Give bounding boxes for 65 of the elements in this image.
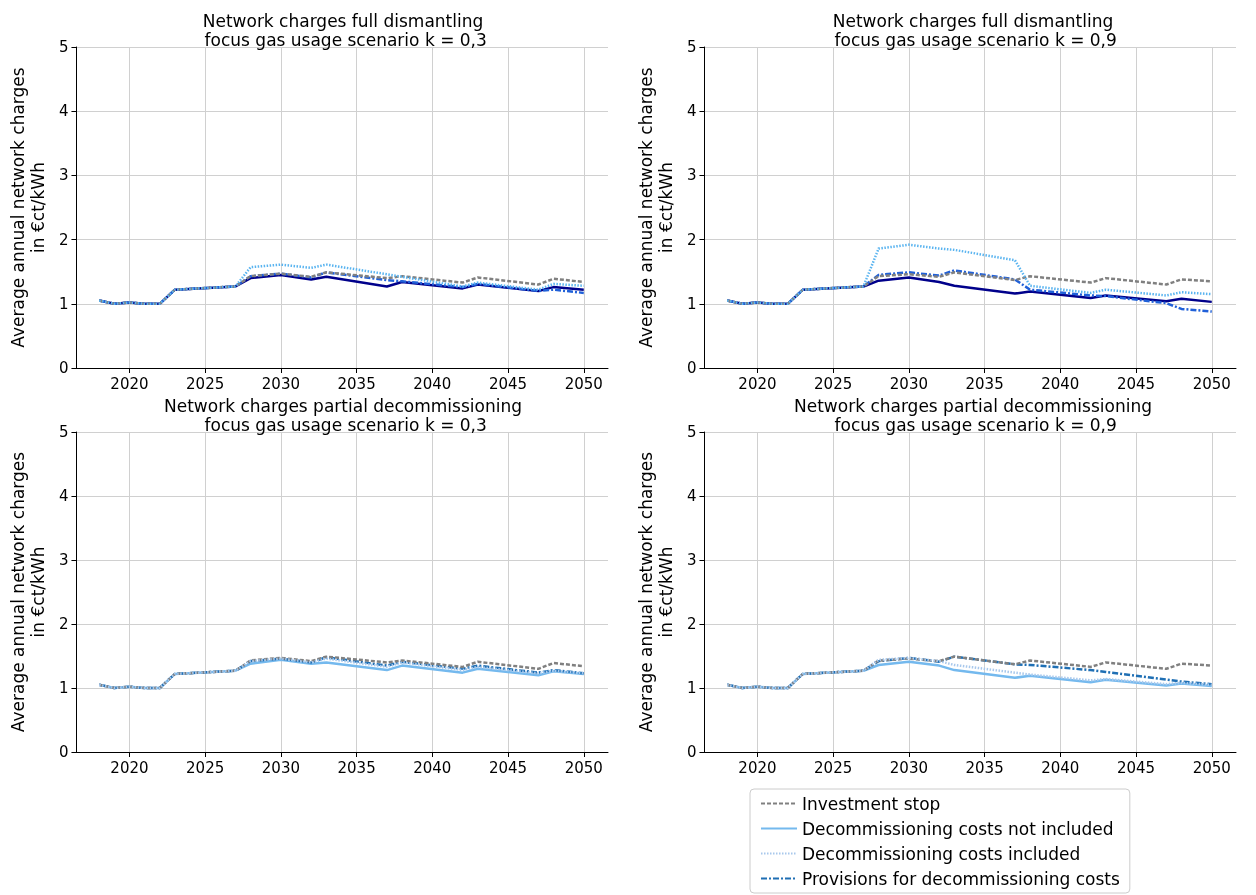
x-tick-label: 2045 bbox=[1116, 758, 1156, 777]
y-tick-label: 3 bbox=[58, 551, 69, 569]
x-tick-label: 2030 bbox=[889, 374, 928, 393]
chart-title: Network charges partial decommissioning focus gas usage scenario k = 0,3 bbox=[164, 395, 522, 435]
chart-title: Network charges full dismantling focus gas usage scenario k = 0,9 bbox=[829, 10, 1117, 50]
chart-title: Network charges partial decommissioning focus gas usage scenario k = 0,9 bbox=[794, 395, 1152, 435]
x-tick-label: 2050 bbox=[1192, 374, 1231, 393]
y-tick-label: 4 bbox=[686, 487, 697, 505]
x-tick-label: 2050 bbox=[564, 374, 603, 393]
y-tick-label: 2 bbox=[58, 230, 69, 249]
x-tick-label: 2030 bbox=[261, 758, 300, 777]
x-tick-label: 2035 bbox=[337, 758, 376, 777]
x-tick-label: 2035 bbox=[965, 758, 1004, 777]
legend-label: Provisions for decommissioning costs bbox=[802, 868, 1120, 889]
x-tick-label: 2025 bbox=[186, 374, 225, 393]
chart-title: Network charges full dismantling focus gas usage scenario k = 0,3 bbox=[199, 10, 487, 50]
y-tick-label: 5 bbox=[58, 38, 69, 56]
x-tick-label: 2035 bbox=[965, 374, 1004, 393]
legend-label: Decommissioning costs not included bbox=[802, 818, 1114, 839]
y-tick-label: 5 bbox=[686, 38, 697, 56]
y-axis-title: Average annual network charges in €ct/kWh bbox=[636, 451, 676, 733]
x-tick-label: 2045 bbox=[488, 374, 528, 393]
y-tick-label: 1 bbox=[58, 679, 69, 697]
y-tick-label: 2 bbox=[686, 615, 697, 633]
y-tick-label: 0 bbox=[686, 359, 697, 377]
x-tick-label: 2040 bbox=[413, 374, 452, 393]
y-tick-label: 0 bbox=[58, 359, 69, 377]
x-tick-label: 2050 bbox=[564, 758, 603, 777]
y-tick-label: 4 bbox=[58, 102, 69, 121]
y-tick-label: 1 bbox=[686, 679, 697, 697]
y-axis-title: Average annual network charges in €ct/kWh bbox=[636, 67, 676, 348]
legend-label: Decommissioning costs included bbox=[802, 843, 1081, 864]
y-tick-label: 2 bbox=[58, 615, 69, 633]
x-tick-label: 2050 bbox=[1192, 758, 1231, 777]
y-tick-label: 5 bbox=[58, 423, 69, 441]
y-tick-label: 4 bbox=[58, 487, 69, 505]
y-tick-label: 3 bbox=[686, 166, 697, 185]
x-tick-label: 2040 bbox=[1041, 374, 1080, 393]
x-tick-label: 2020 bbox=[110, 758, 149, 777]
y-tick-label: 4 bbox=[686, 102, 697, 121]
x-tick-label: 2040 bbox=[1041, 758, 1080, 777]
y-axis-title: Average annual network charges in €ct/kWh bbox=[8, 67, 48, 348]
x-tick-label: 2020 bbox=[738, 758, 777, 777]
line-series bbox=[97, 263, 586, 306]
x-tick-label: 2030 bbox=[261, 374, 300, 393]
y-tick-label: 5 bbox=[686, 423, 697, 441]
y-tick-label: 2 bbox=[686, 230, 697, 249]
x-tick-label: 2040 bbox=[413, 758, 452, 777]
x-tick-label: 2020 bbox=[738, 374, 777, 393]
legend-label: Investment stop bbox=[802, 793, 941, 814]
y-tick-label: 3 bbox=[58, 166, 69, 185]
y-tick-label: 1 bbox=[58, 294, 69, 313]
x-tick-label: 2025 bbox=[186, 758, 225, 777]
x-tick-label: 2025 bbox=[814, 374, 853, 393]
x-tick-label: 2045 bbox=[1116, 374, 1156, 393]
x-tick-label: 2035 bbox=[337, 374, 376, 393]
y-tick-label: 0 bbox=[686, 743, 697, 761]
x-tick-label: 2020 bbox=[110, 374, 149, 393]
x-tick-label: 2045 bbox=[488, 758, 528, 777]
y-tick-label: 1 bbox=[686, 294, 697, 313]
x-tick-label: 2030 bbox=[889, 758, 928, 777]
y-tick-label: 0 bbox=[58, 743, 69, 761]
x-tick-label: 2025 bbox=[814, 758, 853, 777]
y-axis-title: Average annual network charges in €ct/kWh bbox=[8, 451, 48, 733]
y-tick-label: 3 bbox=[686, 551, 697, 569]
